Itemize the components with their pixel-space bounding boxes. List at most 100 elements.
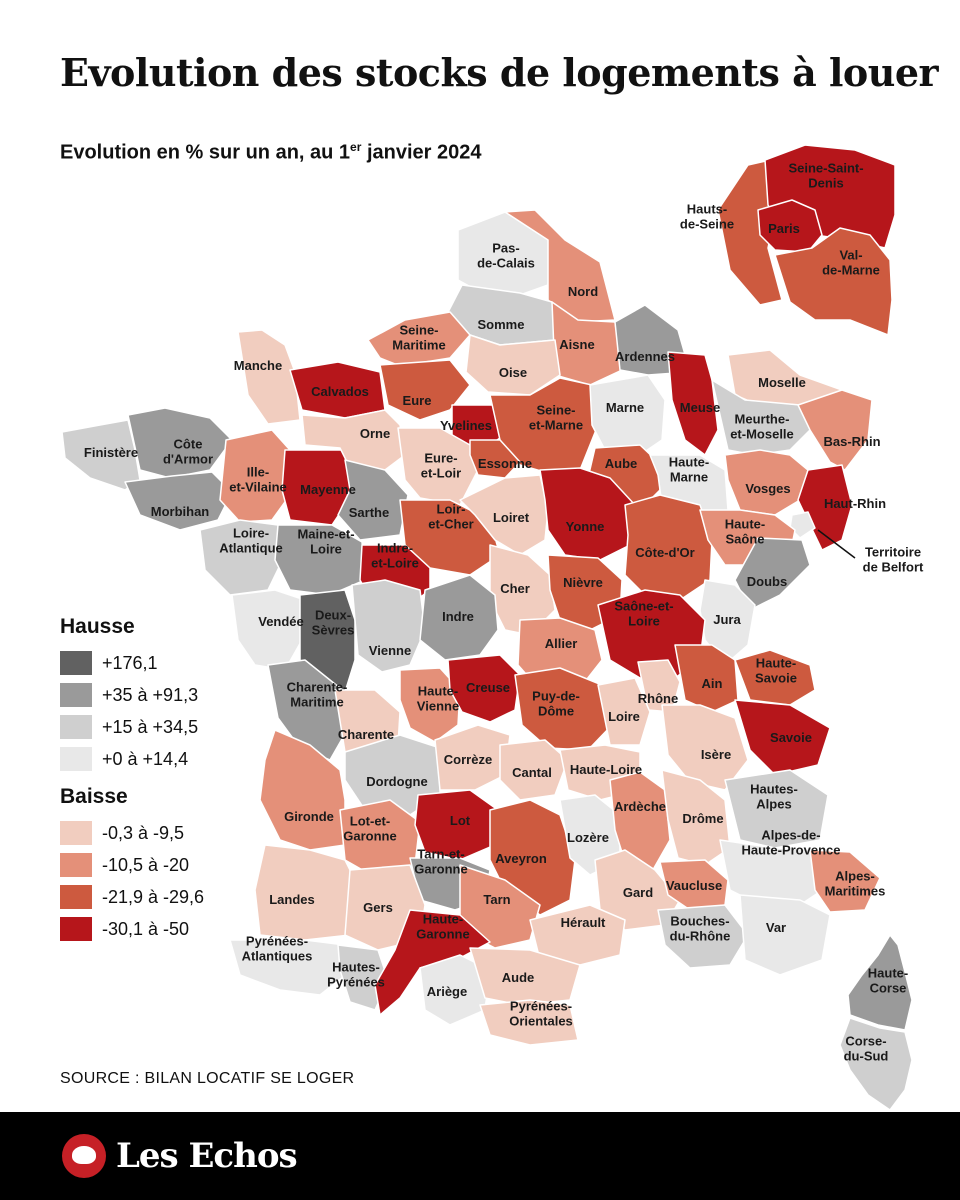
dept-label-line: Corse- (845, 1034, 886, 1049)
dept-label-line: Landes (269, 892, 315, 907)
dept-label-aveyron: Aveyron (495, 851, 547, 866)
dept-label-line: Sèvres (312, 623, 355, 638)
dept-haute-corse (847, 934, 913, 1031)
dept-label-deux-sevres: Deux-Sèvres (312, 608, 355, 638)
dept-label-line: de-Marne (822, 263, 880, 278)
dept-label-ardeche: Ardèche (614, 799, 666, 814)
dept-label-line: Marne (606, 400, 644, 415)
dept-label-ille-et-vilaine: Ille-et-Vilaine (229, 465, 287, 495)
dept-label-pyrenees-orientales: Pyrénées-Orientales (509, 999, 573, 1029)
legend-label: +35 à +91,3 (102, 684, 199, 705)
dept-label-line: Maine-et- (297, 527, 354, 542)
dept-label-seine-saint-denis: Seine-Saint-Denis (788, 161, 863, 191)
legend-swatch (60, 885, 92, 909)
dept-label-line: Denis (808, 176, 843, 191)
legend-item-baisse-4: -30,1 à -50 (60, 913, 204, 945)
dept-label-seine-maritime: Seine-Maritime (392, 323, 445, 353)
dept-label-line: Bouches- (670, 914, 729, 929)
dept-label-line: de-Seine (680, 217, 734, 232)
dept-label-line: Eure- (424, 451, 457, 466)
dept-label-line: Savoie (755, 671, 797, 686)
dept-label-vienne: Vienne (369, 643, 411, 658)
dept-label-line: Loire- (233, 526, 269, 541)
dept-label-line: Seine-Saint- (788, 161, 863, 176)
dept-label-puy-de-dome: Puy-de-Dôme (532, 689, 580, 719)
dept-label-line: Eure (403, 393, 432, 408)
dept-gironde (259, 729, 346, 851)
dept-label-pas-de-calais: Pas-de-Calais (477, 241, 535, 271)
dept-label-line: Jura (713, 612, 741, 627)
dept-corse-du-sud (839, 1017, 913, 1111)
dept-label-line: Meuse (680, 400, 720, 415)
dept-pyrenees-atlantiques (229, 939, 353, 996)
dept-seine-maritime (367, 311, 471, 367)
dept-label-lot: Lot (450, 813, 471, 828)
dept-label-alpes-de-haute-provence: Alpes-de-Haute-Provence (742, 828, 841, 858)
dept-label-aisne: Aisne (559, 337, 594, 352)
dept-label-tarn: Tarn (483, 892, 510, 907)
dept-label-manche: Manche (234, 358, 282, 373)
dept-label-haute-vienne: Haute-Vienne (417, 684, 459, 714)
dept-drome (661, 769, 731, 866)
dept-label-haut-rhin: Haut-Rhin (824, 496, 886, 511)
dept-haut-rhin (797, 464, 853, 551)
dept-oise (465, 334, 561, 396)
legend-label: -21,9 à -29,6 (102, 886, 205, 907)
dept-label-line: Yonne (566, 519, 605, 534)
dept-label-ain: Ain (702, 676, 723, 691)
dept-label-marne: Marne (606, 400, 644, 415)
dept-label-line: Bas-Rhin (823, 434, 880, 449)
dept-label-line: Haute- (418, 684, 458, 699)
dept-label-vendee: Vendée (258, 614, 304, 629)
dept-alpes-de-haute-provence (719, 839, 831, 906)
dept-label-haute-loire: Haute-Loire (570, 762, 642, 777)
dept-ille-et-vilaine (219, 429, 291, 523)
dept-cote-d-or (624, 494, 713, 601)
dept-label-haute-saone: Haute-Saône (725, 517, 765, 547)
dept-label-seine-et-marne: Seine-et-Marne (529, 403, 583, 433)
dept-label-haute-garonne: Haute-Garonne (416, 912, 469, 942)
dept-label-line: Haute- (725, 517, 765, 532)
dept-label-line: et-Loir (421, 466, 461, 481)
dept-maine-et-loire (274, 524, 366, 596)
dept-label-line: Vaucluse (666, 878, 722, 893)
dept-puy-de-dome (514, 667, 613, 751)
dept-bas-rhin (797, 389, 873, 471)
dept-label-finistere: Finistère (84, 445, 138, 460)
dept-label-line: Cher (500, 581, 530, 596)
dept-label-line: Ariège (427, 984, 467, 999)
dept-meurthe-et-moselle (711, 379, 813, 456)
dept-label-line: Orne (360, 426, 390, 441)
dept-savoie (734, 699, 831, 776)
legend-label: +15 à +34,5 (102, 716, 199, 737)
dept-label-tarn-et-garonne: Tarn-et-Garonne (414, 847, 467, 877)
dept-label-line: Savoie (770, 730, 812, 745)
dept-label-gers: Gers (363, 900, 393, 915)
legend-swatch (60, 651, 92, 675)
dept-label-line: Essonne (478, 456, 532, 471)
dept-label-line: Sarthe (349, 505, 389, 520)
dept-label-yonne: Yonne (566, 519, 605, 534)
dept-label-line: Haute-Loire (570, 762, 642, 777)
map-subtitle: Evolution en % sur un an, au 1er janvier… (60, 140, 482, 164)
dept-label-line: Charente- (287, 680, 348, 695)
dept-label-line: Garonne (414, 862, 467, 877)
dept-label-corse-du-sud: Corse-du-Sud (844, 1034, 889, 1064)
dept-label-line: Territoire (865, 545, 921, 560)
dept-label-lot-et-garonne: Lot-et-Garonne (343, 814, 396, 844)
dept-label-line: Creuse (466, 680, 510, 695)
dept-label-line: Haute- (669, 455, 709, 470)
dept-label-line: Ardèche (614, 799, 666, 814)
dept-label-line: Loiret (493, 510, 530, 525)
dept-haute-garonne (374, 909, 491, 1016)
dept-label-line: Hautes- (332, 960, 380, 975)
legend-swatch (60, 747, 92, 771)
legend-item-hausse-4: +0 à +14,4 (60, 743, 204, 775)
dept-label-correze: Corrèze (444, 752, 492, 767)
legend-item-baisse-3: -21,9 à -29,6 (60, 881, 204, 913)
source-note: SOURCE : BILAN LOCATIF SE LOGER (60, 1070, 355, 1087)
dept-cantal (499, 739, 569, 801)
dept-alpes-maritimes (809, 849, 881, 913)
dept-label-line: Oise (499, 365, 527, 380)
dept-manche (237, 329, 301, 425)
